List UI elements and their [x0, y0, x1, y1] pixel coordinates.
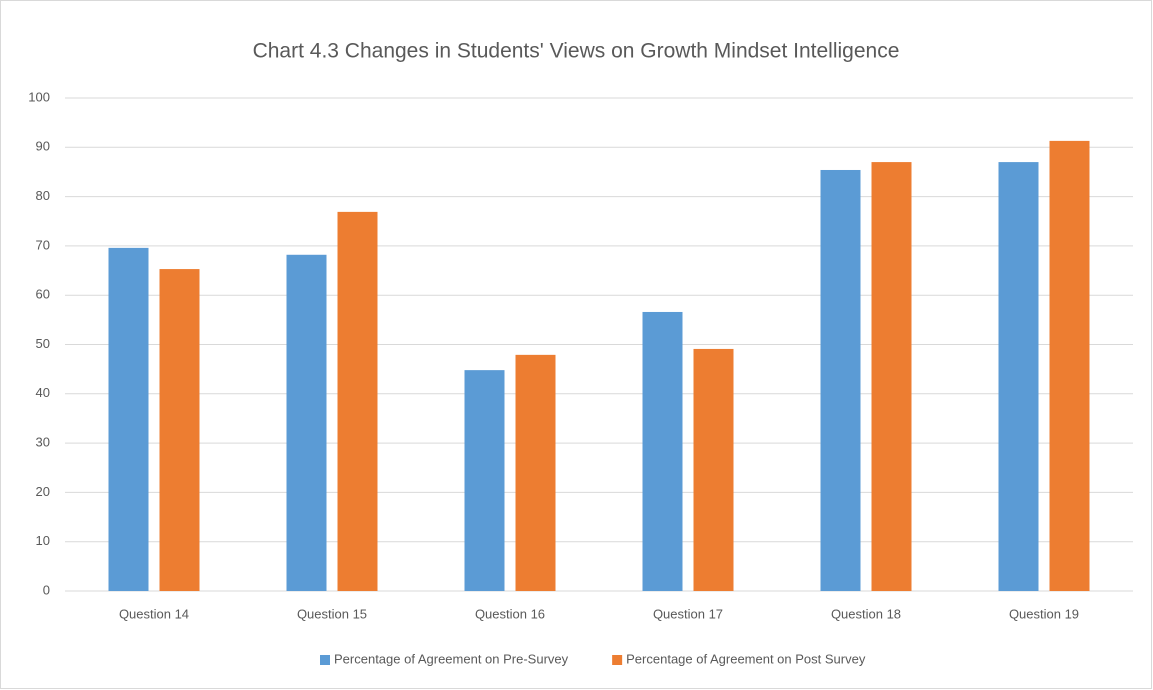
legend-label: Percentage of Agreement on Pre-Survey	[334, 651, 569, 666]
y-tick-label: 20	[36, 484, 50, 499]
y-tick-label: 30	[36, 435, 50, 450]
x-tick-label: Question 19	[1009, 606, 1079, 621]
bar	[693, 348, 734, 591]
x-tick-label: Question 16	[475, 606, 545, 621]
x-tick-label: Question 18	[831, 606, 901, 621]
chart-title: Chart 4.3 Changes in Students' Views on …	[253, 40, 900, 63]
bar	[998, 162, 1039, 591]
y-tick-label: 40	[36, 385, 50, 400]
bar	[871, 162, 912, 591]
legend-swatch	[320, 655, 330, 665]
y-tick-label: 90	[36, 139, 50, 154]
y-tick-label: 10	[36, 533, 50, 548]
bar	[1049, 140, 1090, 592]
x-tick-label: Question 15	[297, 606, 367, 621]
bar	[159, 269, 200, 591]
bar	[286, 254, 327, 592]
bar	[464, 370, 505, 591]
bar	[337, 211, 378, 591]
bar	[820, 169, 861, 591]
x-tick-label: Question 17	[653, 606, 723, 621]
bar	[108, 247, 149, 591]
legend-label: Percentage of Agreement on Post Survey	[626, 651, 866, 666]
bar	[515, 354, 556, 591]
bar	[642, 311, 683, 591]
y-tick-label: 80	[36, 188, 50, 203]
y-tick-label: 60	[36, 287, 50, 302]
y-tick-label: 70	[36, 237, 50, 252]
y-tick-label: 100	[28, 89, 50, 104]
y-tick-label: 50	[36, 336, 50, 351]
legend-swatch	[612, 655, 623, 665]
y-tick-label: 0	[43, 582, 50, 597]
x-tick-label: Question 14	[119, 606, 189, 621]
